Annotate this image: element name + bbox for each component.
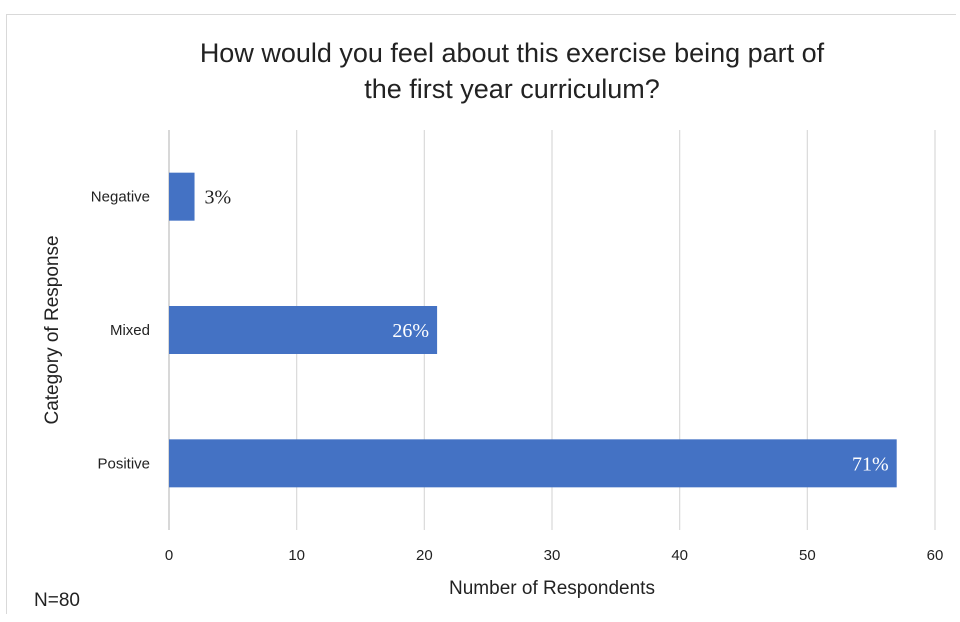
x-tick-label: 50 (799, 547, 816, 564)
x-tick-label: 30 (544, 547, 561, 564)
x-axis-title: Number of Respondents (449, 578, 655, 599)
x-tick-label: 40 (671, 547, 688, 564)
chart-title-line-2: the first year curriculum? (364, 74, 660, 104)
data-label-negative: 3% (205, 187, 232, 209)
bar-positive (169, 439, 897, 488)
x-tick-label: 20 (416, 547, 433, 564)
bar-mixed (169, 306, 438, 354)
category-label-positive: Positive (97, 455, 150, 472)
bars: 3% 26% 71% (169, 172, 897, 488)
y-axis-title: Category of Response (42, 235, 63, 424)
data-label-mixed: 26% (392, 320, 429, 342)
sample-size-note: N=80 (34, 590, 80, 611)
chart-title-line-1: How would you feel about this exercise b… (200, 38, 825, 68)
data-label-positive: 71% (852, 453, 889, 475)
x-tick-label: 60 (927, 547, 944, 564)
chart-frame (6, 14, 956, 614)
x-tick-label: 0 (165, 547, 173, 564)
category-labels: Negative Mixed Positive (91, 189, 150, 473)
x-tick-label: 10 (288, 547, 305, 564)
category-label-mixed: Mixed (110, 322, 150, 339)
category-label-negative: Negative (91, 189, 150, 206)
bar-negative (169, 172, 195, 221)
x-tick-labels: 0 10 20 30 40 50 60 (165, 547, 944, 564)
